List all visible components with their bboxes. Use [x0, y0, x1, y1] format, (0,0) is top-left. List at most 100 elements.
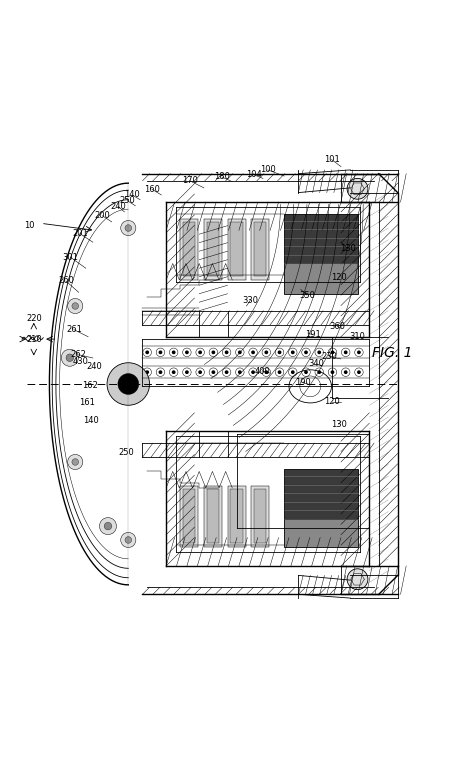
- Circle shape: [72, 458, 79, 465]
- Circle shape: [68, 455, 83, 469]
- Text: 101: 101: [324, 155, 339, 164]
- Text: 230: 230: [321, 352, 337, 361]
- Bar: [183, 489, 195, 543]
- Circle shape: [100, 518, 117, 535]
- Bar: [284, 518, 357, 547]
- Text: 170: 170: [182, 177, 198, 185]
- Bar: [183, 222, 195, 276]
- Circle shape: [172, 370, 175, 374]
- Text: 240: 240: [86, 362, 102, 371]
- Circle shape: [66, 354, 73, 362]
- Text: 104: 104: [246, 170, 262, 179]
- Text: 161: 161: [79, 399, 95, 407]
- Circle shape: [158, 370, 162, 374]
- Text: 430: 430: [72, 357, 88, 366]
- Circle shape: [125, 537, 132, 543]
- Circle shape: [198, 350, 202, 354]
- Bar: [228, 219, 246, 280]
- Circle shape: [68, 299, 83, 313]
- Circle shape: [344, 370, 347, 374]
- Circle shape: [238, 370, 242, 374]
- Circle shape: [264, 350, 268, 354]
- Circle shape: [278, 350, 282, 354]
- Text: 201: 201: [72, 229, 88, 238]
- Circle shape: [121, 220, 136, 236]
- Circle shape: [318, 350, 321, 354]
- Circle shape: [118, 373, 139, 395]
- Text: 220: 220: [27, 314, 43, 323]
- Bar: [228, 485, 246, 547]
- Circle shape: [304, 350, 308, 354]
- Text: 310: 310: [350, 333, 365, 341]
- Text: FIG. 1: FIG. 1: [372, 346, 412, 360]
- Circle shape: [198, 370, 202, 374]
- Circle shape: [211, 350, 215, 354]
- Text: 10: 10: [24, 221, 34, 230]
- Circle shape: [357, 370, 361, 374]
- Circle shape: [172, 350, 175, 354]
- Text: 191: 191: [305, 330, 320, 339]
- Bar: [180, 219, 198, 280]
- Bar: [254, 489, 266, 543]
- Text: 340: 340: [309, 359, 324, 368]
- Text: 180: 180: [214, 173, 230, 181]
- Circle shape: [330, 350, 334, 354]
- Circle shape: [72, 303, 79, 310]
- Circle shape: [347, 178, 368, 199]
- Text: 250: 250: [118, 448, 134, 457]
- Circle shape: [121, 532, 136, 548]
- Text: 160: 160: [144, 185, 160, 194]
- Text: 350: 350: [299, 290, 315, 300]
- Text: 190: 190: [295, 378, 311, 387]
- Text: 240: 240: [110, 202, 126, 210]
- Text: 120: 120: [324, 398, 339, 406]
- Circle shape: [61, 349, 78, 366]
- Text: 200: 200: [94, 211, 110, 220]
- Circle shape: [251, 370, 255, 374]
- Circle shape: [146, 370, 149, 374]
- Text: 330: 330: [242, 296, 258, 305]
- Text: 360: 360: [329, 322, 345, 331]
- Bar: [204, 485, 222, 547]
- Circle shape: [185, 350, 189, 354]
- Bar: [204, 219, 222, 280]
- Text: 260: 260: [58, 276, 74, 286]
- Circle shape: [291, 370, 295, 374]
- Circle shape: [225, 350, 228, 354]
- Text: 120: 120: [331, 273, 346, 282]
- Text: 210: 210: [27, 335, 43, 343]
- Circle shape: [291, 350, 295, 354]
- Circle shape: [347, 569, 368, 590]
- Circle shape: [251, 350, 255, 354]
- Text: 140: 140: [83, 416, 100, 425]
- Text: 261: 261: [66, 325, 82, 334]
- Bar: [251, 219, 269, 280]
- Circle shape: [278, 370, 282, 374]
- Circle shape: [104, 522, 112, 530]
- Circle shape: [264, 370, 268, 374]
- Bar: [284, 469, 357, 518]
- Text: 162: 162: [82, 381, 98, 390]
- Text: 140: 140: [124, 190, 140, 200]
- Text: 400: 400: [255, 367, 271, 376]
- Bar: [207, 222, 219, 276]
- Text: 130: 130: [331, 419, 346, 429]
- Bar: [284, 214, 357, 263]
- Circle shape: [238, 350, 242, 354]
- Bar: [230, 222, 243, 276]
- Text: 250: 250: [119, 196, 135, 205]
- Bar: [180, 485, 198, 547]
- Text: 130: 130: [340, 244, 356, 253]
- Circle shape: [185, 370, 189, 374]
- Circle shape: [344, 350, 347, 354]
- Circle shape: [330, 370, 334, 374]
- Bar: [230, 489, 243, 543]
- Bar: [251, 485, 269, 547]
- Text: 262: 262: [71, 350, 87, 359]
- Bar: [207, 489, 219, 543]
- Circle shape: [125, 225, 132, 231]
- Circle shape: [146, 350, 149, 354]
- Circle shape: [158, 350, 162, 354]
- Circle shape: [211, 370, 215, 374]
- Text: 301: 301: [63, 253, 79, 262]
